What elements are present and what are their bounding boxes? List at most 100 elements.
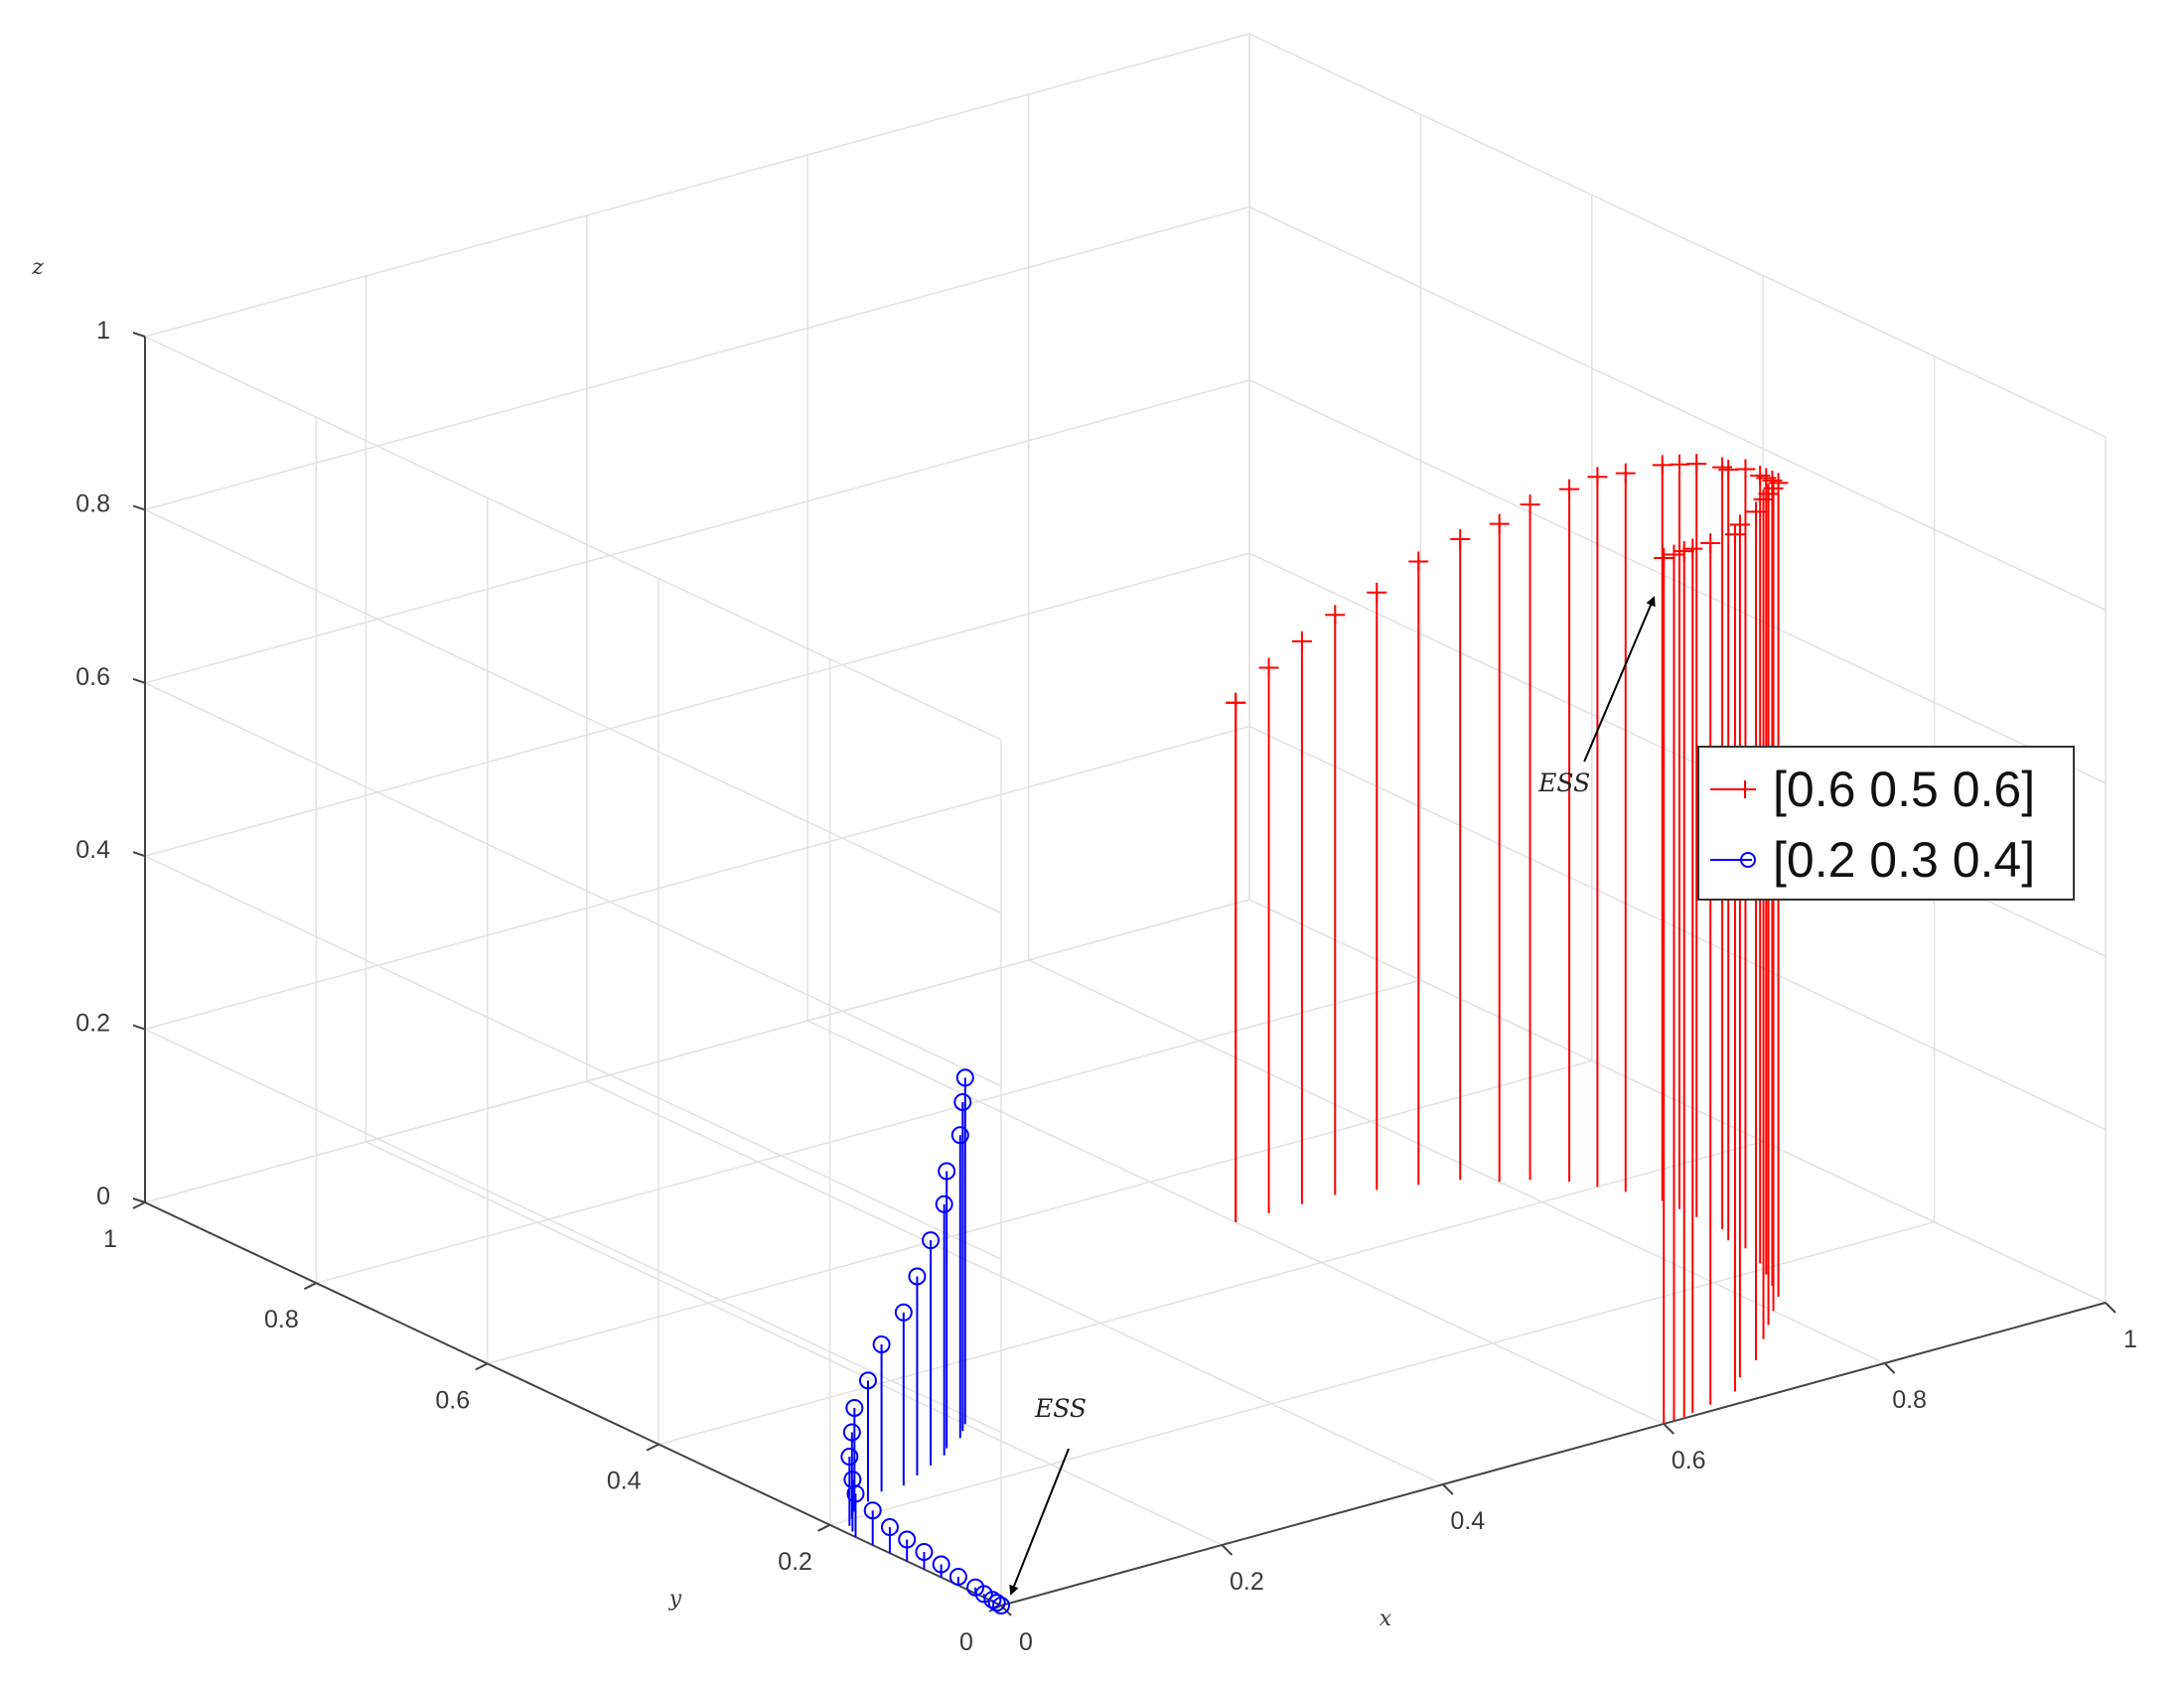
circle-marker [953, 1092, 972, 1111]
right-wall-grid-horizontal [1248, 206, 2107, 612]
circle-marker [845, 1398, 864, 1417]
y-tick-label: 0.6 [435, 1386, 470, 1414]
series-2 [840, 1068, 1010, 1614]
ess-arrow [1009, 1448, 1070, 1596]
left-wall-grid-horizontal [144, 855, 1002, 1260]
circle-marker [915, 1543, 934, 1562]
z-tick-label: 0.6 [75, 663, 110, 691]
x-axis-line [1000, 1302, 2107, 1607]
x-tick-mark [1442, 1483, 1454, 1495]
axes [132, 332, 2116, 1616]
right-wall-grid-horizontal [1248, 379, 2107, 784]
legend-box [1697, 746, 2075, 901]
legend-series-1-label: [0.6 0.5 0.6] [1773, 762, 2035, 817]
y-tick-label: 0.4 [607, 1468, 642, 1495]
tick-labels: 0 0 0 0.2 0.2 0.2 0.4 0.4 0.4 0.6 0.6 0.6 0.8 0.8 0.8 1… [31, 255, 2137, 1656]
circle-marker [987, 1594, 1006, 1612]
x-axis-label: x [1380, 1607, 1392, 1631]
x-tick-label: 0.2 [1230, 1568, 1264, 1596]
floor-grid-line-y [316, 979, 1421, 1284]
z-tick-label: 0.2 [75, 1010, 110, 1038]
circle-marker [840, 1448, 859, 1467]
y-tick-mark [132, 1201, 146, 1209]
y-tick-mark [646, 1443, 659, 1452]
circle-marker [950, 1126, 969, 1145]
y-tick-label: 0 [959, 1628, 973, 1656]
y-tick-mark [303, 1282, 317, 1291]
left-wall-grid-horizontal [144, 1028, 1002, 1434]
z-tick-mark [132, 332, 146, 338]
right-wall-grid-horizontal [1248, 725, 2107, 1131]
x-tick-mark [2105, 1302, 2116, 1314]
data-series [840, 454, 1789, 1614]
back-wall-grid-horizontal [144, 33, 1250, 338]
circle-marker [935, 1194, 953, 1213]
z-axis-label: z [31, 255, 44, 280]
left-wall-grid-horizontal [144, 336, 1002, 741]
z-tick-label: 0 [96, 1183, 110, 1210]
floor-grid-line-y [487, 1059, 1592, 1365]
circle-marker [948, 1567, 967, 1586]
floor-grid-line-x [586, 1080, 1444, 1485]
z-tick-mark [132, 851, 146, 858]
legend-blue-marker [1740, 852, 1756, 868]
circle-marker [858, 1371, 877, 1390]
right-wall-grid-horizontal [1248, 899, 2107, 1304]
annotations: ESS ESS [1009, 596, 1656, 1596]
y-tick-mark [475, 1362, 489, 1371]
x-tick-mark [1663, 1423, 1674, 1435]
z-tick-label: 0.4 [75, 836, 110, 864]
circle-marker [846, 1484, 865, 1503]
circle-marker [938, 1162, 956, 1181]
z-tick-label: 0.8 [75, 490, 110, 517]
circle-marker [863, 1501, 882, 1520]
circle-marker [880, 1518, 899, 1537]
back-wall-grid-horizontal [144, 206, 1250, 511]
y-tick-mark [988, 1605, 1002, 1612]
circle-marker [955, 1068, 974, 1087]
x-tick-mark [1883, 1362, 1896, 1374]
circle-marker [872, 1335, 891, 1354]
x-tick-label: 0 [1019, 1628, 1033, 1656]
circle-marker [992, 1597, 1010, 1614]
left-wall-grid-horizontal [144, 508, 1002, 914]
circle-marker [842, 1423, 861, 1442]
floor-grid-line-y [829, 1221, 1935, 1526]
y-tick-label: 0.8 [264, 1306, 299, 1333]
ess-label: ESS [1537, 769, 1590, 797]
z-tick-mark [132, 504, 146, 511]
y-tick-mark [817, 1523, 831, 1532]
x-tick-label: 0.4 [1450, 1507, 1485, 1535]
y-axis-line [144, 1201, 1002, 1607]
x-tick-label: 1 [2123, 1326, 2137, 1353]
floor-grid-line-y [658, 1140, 1764, 1446]
circle-marker [898, 1530, 917, 1549]
z-tick-mark [132, 1197, 146, 1203]
ess-label: ESS [1034, 1394, 1087, 1423]
circle-marker [843, 1471, 862, 1489]
circle-marker [908, 1267, 927, 1286]
left-wall-grid-horizontal [144, 682, 1002, 1087]
right-wall-grid-horizontal [1248, 33, 2107, 438]
y-axis-label: y [668, 1587, 682, 1612]
y-tick-label: 1 [103, 1225, 117, 1253]
z-tick-label: 1 [96, 317, 110, 345]
legend-series-2-label: [0.2 0.3 0.4] [1773, 832, 2035, 888]
back-wall-grid-horizontal [144, 379, 1250, 684]
ess-arrow [1583, 596, 1656, 763]
x-tick-label: 0.6 [1672, 1447, 1706, 1474]
z-tick-mark [132, 677, 146, 684]
back-wall-grid-horizontal [144, 552, 1250, 857]
back-wall-grid-horizontal [144, 725, 1250, 1031]
floor-grid-line-x [365, 1141, 1223, 1546]
back-wall-grid-horizontal [144, 899, 1250, 1203]
circle-marker [932, 1555, 950, 1574]
circle-marker [894, 1303, 913, 1322]
legend: [0.6 0.5 0.6] [0.2 0.3 0.4] [1697, 746, 2075, 901]
z-tick-mark [132, 1024, 146, 1031]
x-tick-mark [1221, 1544, 1234, 1556]
floor-grid-line-x [1028, 959, 1885, 1364]
x-tick-label: 0.8 [1892, 1386, 1927, 1414]
circle-marker [922, 1231, 941, 1250]
